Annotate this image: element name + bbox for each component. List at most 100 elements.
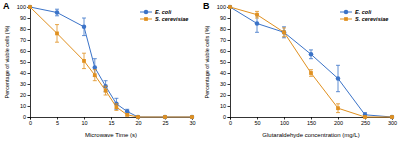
error-bar — [93, 70, 97, 81]
tick: 80 — [20, 26, 30, 32]
tick: 70 — [220, 37, 230, 43]
tick: 20 — [20, 92, 30, 98]
error-bar-cap — [282, 36, 286, 37]
error-bar-cap — [336, 112, 340, 113]
tick: 150 — [307, 117, 316, 126]
tick: 40 — [20, 70, 30, 76]
tick: 40 — [220, 70, 230, 76]
legend-item: S. cerevisiae — [340, 16, 388, 22]
tick-label: 50 — [20, 59, 26, 65]
series-line — [30, 7, 192, 117]
tick-label: 250 — [361, 120, 370, 126]
legend-label: E. coli — [155, 9, 172, 15]
tick-mark — [228, 106, 231, 107]
legend: E. coliS. cerevisiae — [140, 9, 188, 22]
tick-label: 100 — [280, 120, 289, 126]
tick-mark — [28, 51, 31, 52]
tick-mark — [28, 106, 31, 107]
marker — [163, 115, 167, 119]
tick-label: 50 — [254, 120, 260, 126]
tick: 30 — [220, 81, 230, 87]
error-bar-cap — [82, 53, 86, 54]
legend-label: S. cerevisiae — [155, 16, 188, 22]
tick-label: 60 — [220, 48, 226, 54]
error-bar — [55, 9, 59, 16]
marker — [163, 115, 168, 120]
error-bar-cap — [93, 58, 97, 59]
legend-marker — [344, 10, 349, 15]
marker — [104, 89, 108, 93]
error-bar-cap — [82, 18, 86, 19]
error-bar-cap — [93, 69, 97, 70]
tick-label: 0 — [223, 114, 226, 120]
tick-mark — [28, 40, 31, 41]
error-bar-cap — [55, 42, 59, 43]
tick: 10 — [20, 103, 30, 109]
series — [228, 5, 395, 120]
series — [228, 5, 394, 119]
y-axis-title: Percentage of viable cells (%) — [204, 25, 210, 98]
marker — [115, 105, 119, 109]
marker — [190, 115, 194, 119]
error-bar-cap — [55, 9, 59, 10]
error-bar — [114, 98, 118, 109]
x-axis: 050100150200250300 — [229, 117, 397, 126]
marker — [282, 30, 287, 35]
tick-mark — [28, 95, 31, 96]
error-bar — [125, 114, 129, 116]
marker — [282, 30, 286, 34]
tick-label: 20 — [220, 92, 226, 98]
y-axis-title: Percentage of viable cells (%) — [4, 25, 10, 98]
series-line — [230, 7, 392, 117]
error-bar — [336, 104, 340, 113]
tick: 0 — [23, 114, 30, 120]
error-bar — [55, 25, 59, 43]
error-bar-cap — [93, 80, 97, 81]
tick-mark — [228, 73, 231, 74]
error-bar-cap — [282, 37, 286, 38]
tick-label: 90 — [20, 15, 26, 21]
error-bar-cap — [336, 65, 340, 66]
error-bar-cap — [55, 24, 59, 25]
tick-label: 30 — [189, 120, 195, 126]
error-bar-cap — [282, 27, 286, 28]
marker — [309, 52, 314, 57]
tick-label: 70 — [20, 37, 26, 43]
legend-marker — [144, 10, 149, 15]
x-axis-title: Glutaraldehyde concentration (mg/L) — [262, 132, 359, 138]
error-bar-cap — [255, 18, 259, 19]
marker — [136, 115, 140, 119]
tick: 50 — [254, 117, 260, 126]
marker — [363, 115, 367, 119]
error-bar — [255, 11, 259, 18]
tick-mark — [28, 117, 31, 118]
marker — [390, 115, 394, 119]
tick: 200 — [334, 117, 343, 126]
tick: 0 — [29, 117, 32, 126]
tick-label: 0 — [23, 114, 26, 120]
tick-label: 200 — [334, 120, 343, 126]
tick-mark — [28, 62, 31, 63]
y-axis: 0102030405060708090100 — [17, 4, 31, 120]
marker — [255, 13, 259, 17]
tick: 50 — [220, 59, 230, 65]
error-bar-cap — [104, 80, 108, 81]
tick-label: 150 — [307, 120, 316, 126]
marker — [125, 113, 129, 117]
marker — [28, 5, 33, 10]
legend-item: E. coli — [340, 9, 372, 15]
marker — [93, 73, 97, 77]
tick: 30 — [20, 81, 30, 87]
tick-mark — [228, 117, 231, 118]
error-bar — [104, 86, 108, 95]
tick-mark — [28, 73, 31, 74]
marker — [28, 5, 32, 9]
tick-label: 70 — [220, 37, 226, 43]
plot-area — [28, 5, 195, 120]
marker — [82, 25, 87, 30]
error-bar-cap — [82, 68, 86, 69]
y-axis: 0102030405060708090100 — [217, 4, 231, 120]
tick-label: 25 — [162, 120, 168, 126]
tick-mark — [228, 84, 231, 85]
error-bar-cap — [255, 32, 259, 33]
